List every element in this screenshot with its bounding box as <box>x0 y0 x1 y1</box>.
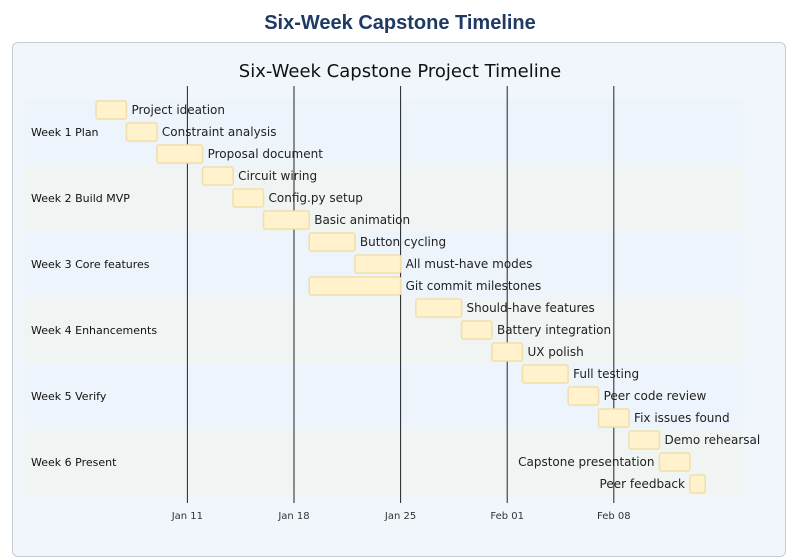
task-bar[interactable] <box>521 364 569 384</box>
task-bar[interactable] <box>201 166 234 186</box>
section-label: Week 1 Plan <box>31 126 99 139</box>
section-labels: Week 1 Plan Week 2 Build MVP Week 3 Core f… <box>31 126 157 469</box>
task-label: All must-have modes <box>406 257 533 271</box>
section-label: Week 3 Core features <box>31 258 150 271</box>
tick-label: Jan 25 <box>384 511 416 522</box>
task-label: Peer code review <box>604 389 707 403</box>
task-bar[interactable] <box>308 276 402 296</box>
tick-label: Feb 08 <box>597 511 631 522</box>
task-bar[interactable] <box>628 430 661 450</box>
tick-label: Feb 01 <box>490 511 524 522</box>
task-label: Should-have features <box>467 301 595 315</box>
task-label: Fix issues found <box>634 411 730 425</box>
task-bar[interactable] <box>308 232 356 252</box>
task-bar[interactable] <box>597 408 630 428</box>
task-label: Capstone presentation <box>518 455 654 469</box>
task-bar[interactable] <box>567 386 600 406</box>
task-bar[interactable] <box>415 298 463 318</box>
task-label: Basic animation <box>314 213 410 227</box>
tick-label: Jan 11 <box>171 511 203 522</box>
section-label: Week 6 Present <box>31 456 117 469</box>
task-bar[interactable] <box>689 474 706 494</box>
task-bar[interactable] <box>125 122 158 142</box>
task-label: Config.py setup <box>269 191 363 205</box>
task-bar[interactable] <box>354 254 402 274</box>
task-labels: Project ideation Constraint analysis Propo… <box>131 103 760 491</box>
task-label: Constraint analysis <box>162 125 277 139</box>
section-label: Week 5 Verify <box>31 390 107 403</box>
section-label: Week 2 Build MVP <box>31 192 130 205</box>
section-label: Week 4 Enhancements <box>31 324 157 337</box>
task-label: Full testing <box>573 367 639 381</box>
task-bar[interactable] <box>156 144 204 164</box>
x-axis-ticks: Jan 11 Jan 18 Jan 25 Feb 01 Feb 08 <box>171 511 631 522</box>
task-label: Peer feedback <box>600 477 685 491</box>
task-bar[interactable] <box>460 320 493 340</box>
task-label: UX polish <box>527 345 583 359</box>
task-label: Circuit wiring <box>238 169 317 183</box>
task-bars <box>95 100 706 494</box>
task-bar[interactable] <box>658 452 691 472</box>
section-band <box>23 165 743 231</box>
task-bar[interactable] <box>95 100 128 120</box>
tick-label: Jan 18 <box>277 511 309 522</box>
task-bar[interactable] <box>262 210 310 230</box>
section-band <box>23 429 743 495</box>
task-label: Git commit milestones <box>406 279 542 293</box>
task-label: Battery integration <box>497 323 611 337</box>
task-label: Demo rehearsal <box>665 433 761 447</box>
task-label: Proposal document <box>208 147 324 161</box>
page-title: Six-Week Capstone Timeline <box>264 12 536 34</box>
chart-title: Six-Week Capstone Project Timeline <box>239 61 561 82</box>
chart-panel: Six-Week Capstone Project Timeline Week … <box>12 42 786 557</box>
gantt-chart: Six-Week Capstone Project Timeline Week … <box>23 61 760 522</box>
section-band <box>23 297 743 363</box>
task-bar[interactable] <box>232 188 265 208</box>
task-bar[interactable] <box>491 342 524 362</box>
task-label: Project ideation <box>131 103 225 117</box>
task-label: Button cycling <box>360 235 446 249</box>
section-bands <box>23 99 743 495</box>
